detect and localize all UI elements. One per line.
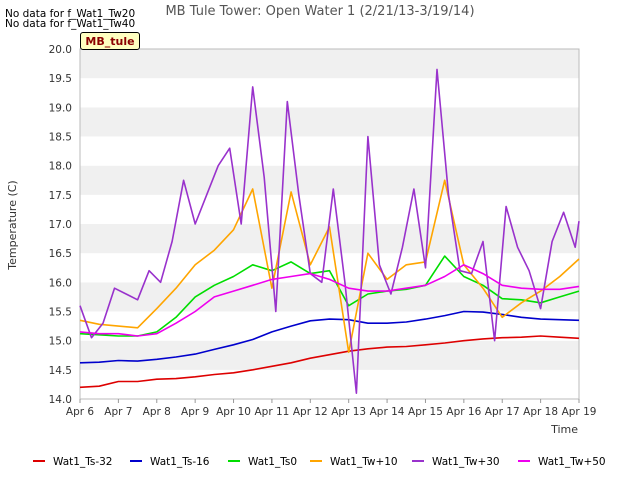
y-tick-label: 18.0 bbox=[49, 161, 72, 173]
grid-band bbox=[80, 107, 579, 137]
x-tick-label: Apr 11 bbox=[254, 406, 289, 418]
legend-label: Wat1_Tw+30 bbox=[432, 456, 500, 468]
grid-band bbox=[80, 253, 579, 283]
y-tick-label: 15.0 bbox=[49, 336, 72, 348]
y-tick-label: 19.0 bbox=[49, 102, 72, 114]
x-tick-label: Apr 6 bbox=[66, 406, 95, 418]
no-data-message: No data for f_Wat1_Tw40 bbox=[5, 18, 136, 30]
legend-label: Wat1_Tw+50 bbox=[538, 456, 606, 468]
y-axis-label: Temperature (C) bbox=[6, 180, 19, 270]
legend-label: Wat1_Ts-32 bbox=[53, 456, 113, 468]
x-tick-label: Apr 16 bbox=[446, 406, 481, 418]
y-tick-label: 20.0 bbox=[49, 44, 72, 56]
legend-label: Wat1_Ts-16 bbox=[150, 456, 210, 468]
y-tick-label: 17.5 bbox=[49, 190, 72, 202]
x-tick-label: Apr 13 bbox=[331, 406, 366, 418]
x-axis-ticks: Apr 6 Apr 7 Apr 8 Apr 9 Apr 10 Apr 11 Apr 12 Ap… bbox=[66, 399, 597, 418]
legend-label: Wat1_Tw+10 bbox=[330, 456, 398, 468]
y-tick-label: 16.5 bbox=[49, 248, 72, 260]
x-tick-label: Apr 19 bbox=[562, 406, 597, 418]
y-tick-label: 18.5 bbox=[49, 132, 72, 144]
grid-band bbox=[80, 369, 579, 399]
y-tick-label: 19.5 bbox=[49, 73, 72, 85]
grid-band bbox=[80, 282, 579, 312]
legend: Wat1_Ts-32 Wat1_Ts-16 Wat1_Ts0 Wat1_Tw+10 Wa… bbox=[33, 456, 606, 468]
y-tick-label: 17.0 bbox=[49, 219, 72, 231]
series-lines bbox=[79, 68, 580, 395]
y-tick-label: 14.5 bbox=[49, 365, 72, 377]
grid-band bbox=[80, 49, 579, 79]
x-axis-label: Time bbox=[550, 423, 578, 436]
y-tick-label: 14.0 bbox=[49, 394, 72, 406]
series-line-wat1-ts-16 bbox=[79, 310, 580, 364]
series-line-wat1-tw-50 bbox=[79, 263, 580, 337]
y-axis-ticks: 14.0 14.5 15.0 15.5 16.0 16.5 17.0 17.5 18.0 18.5… bbox=[49, 44, 72, 406]
series-line-wat1-tw-10 bbox=[79, 179, 580, 354]
chart-title: MB Tule Tower: Open Water 1 (2/21/13-3/1… bbox=[165, 4, 474, 19]
legend-label: Wat1_Ts0 bbox=[248, 456, 297, 468]
no-data-message: No data for f_Wat1_Tw20 bbox=[5, 8, 136, 20]
series-line-wat1-ts-32 bbox=[79, 335, 580, 389]
y-tick-label: 15.5 bbox=[49, 307, 72, 319]
x-tick-label: Apr 14 bbox=[370, 406, 405, 418]
grid-band bbox=[80, 78, 579, 108]
y-tick-label: 16.0 bbox=[49, 277, 72, 289]
x-tick-label: Apr 7 bbox=[104, 406, 132, 418]
grid-bands bbox=[80, 49, 579, 399]
site-badge: MB_tule bbox=[80, 32, 140, 50]
x-tick-label: Apr 9 bbox=[181, 406, 209, 418]
x-tick-label: Apr 17 bbox=[485, 406, 520, 418]
grid-band bbox=[80, 165, 579, 195]
series-line-wat1-ts0 bbox=[79, 255, 580, 337]
series-line-wat1-tw-30 bbox=[79, 68, 580, 395]
x-tick-label: Apr 8 bbox=[143, 406, 171, 418]
grid-band bbox=[80, 136, 579, 166]
x-tick-label: Apr 15 bbox=[408, 406, 443, 418]
x-tick-label: Apr 18 bbox=[523, 406, 558, 418]
x-tick-label: Apr 12 bbox=[293, 406, 328, 418]
x-tick-label: Apr 10 bbox=[216, 406, 251, 418]
